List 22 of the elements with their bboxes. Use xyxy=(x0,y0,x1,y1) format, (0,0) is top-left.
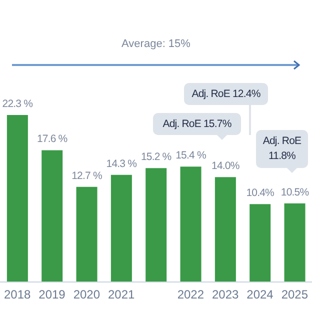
data-label: 17.6 % xyxy=(36,133,68,146)
x-tick-label: 2025 xyxy=(281,288,308,302)
callout: Adj. RoE 11.8% xyxy=(256,130,308,173)
data-label: 10.4% xyxy=(246,187,274,200)
annotation: Adj. RoE 11.8% xyxy=(262,134,302,164)
x-tick-label: 2018 xyxy=(4,288,32,302)
x-tick-label: 2023 xyxy=(212,288,240,302)
x-tick-label: 2019 xyxy=(38,288,66,302)
text: Average: 15% xyxy=(120,38,192,50)
data-label: 15.2 % xyxy=(140,151,172,164)
data-label: 15.4 % xyxy=(176,150,206,162)
data-label: 10.5% xyxy=(280,186,309,198)
x-tick-label: 2020 xyxy=(73,288,100,302)
x-tick-label: 2024 xyxy=(246,288,274,302)
x-tick-label: 2021 xyxy=(108,288,136,302)
annotation: Adj. RoE 15.7% xyxy=(162,116,232,132)
data-label: 14.3 % xyxy=(106,158,137,170)
callout: Adj. RoE 15.7% xyxy=(153,113,241,140)
data-label: 14.0% xyxy=(212,160,240,172)
data-label: 12.7 % xyxy=(72,170,102,182)
x-tick-label: 2022 xyxy=(177,288,204,302)
data-label: 22.3 % xyxy=(2,98,33,110)
